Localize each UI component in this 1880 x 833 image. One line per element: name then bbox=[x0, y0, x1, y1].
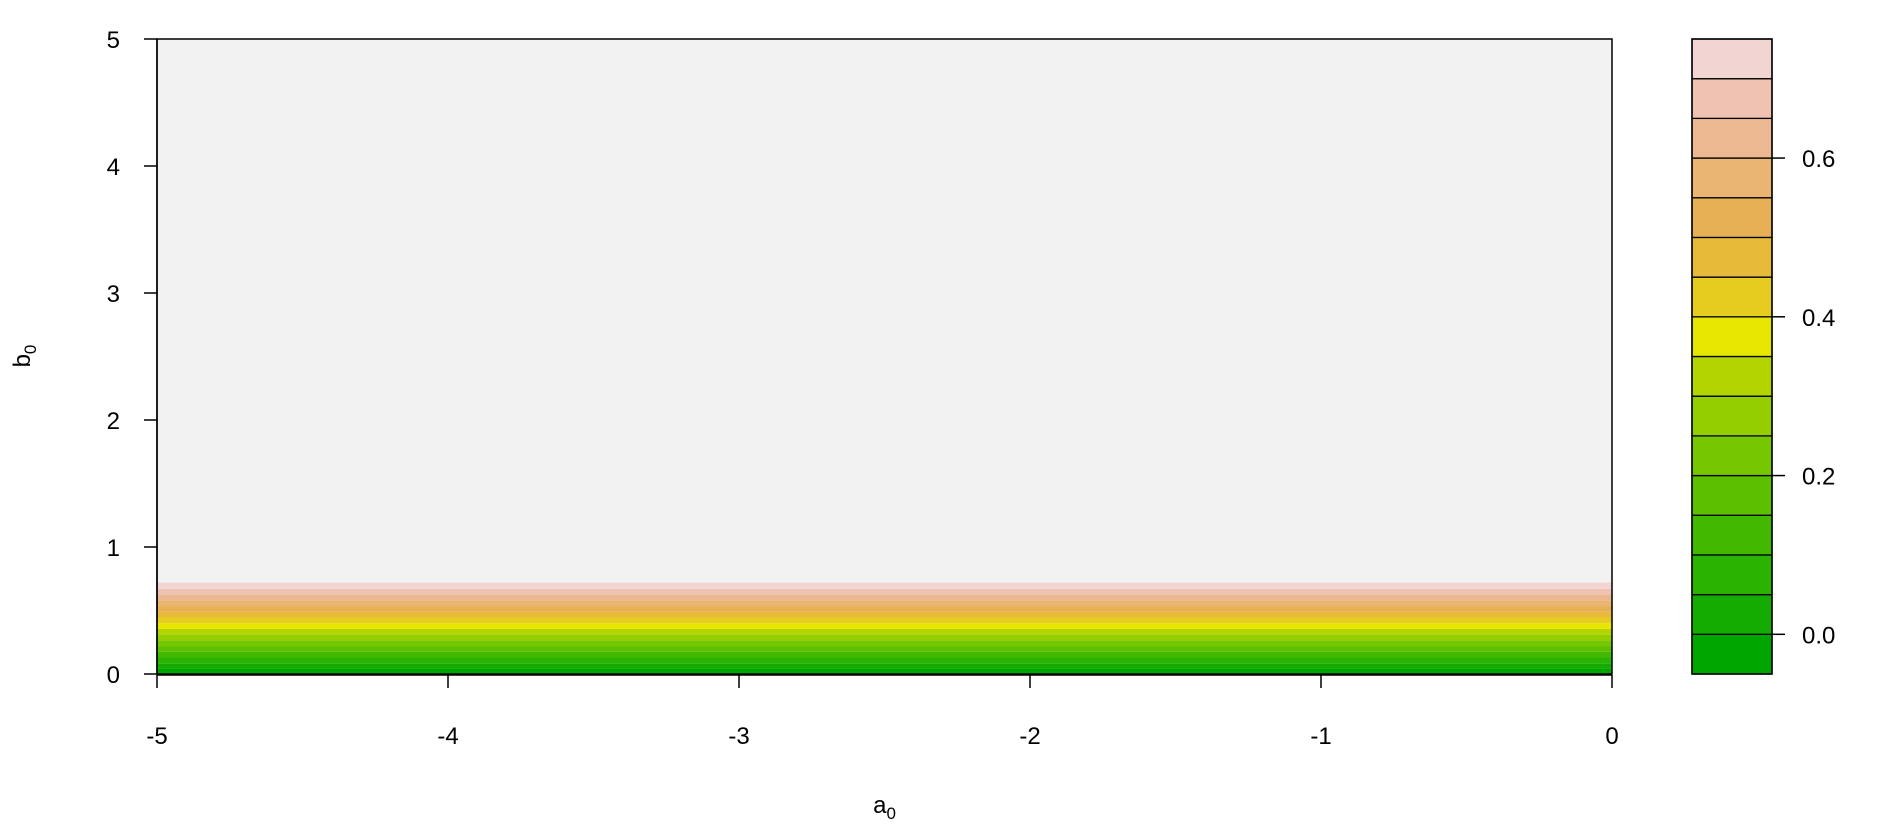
y-axis-label-subscript: 0 bbox=[21, 345, 40, 354]
contour-band bbox=[157, 646, 1612, 652]
colorbar-tick-label: 0.4 bbox=[1802, 305, 1835, 332]
colorbar-swatch bbox=[1691, 38, 1773, 80]
colorbar-swatch bbox=[1691, 395, 1773, 437]
colorbar-swatch bbox=[1691, 435, 1773, 477]
colorbar-swatch bbox=[1691, 316, 1773, 358]
x-tick-label: -2 bbox=[1019, 723, 1040, 750]
y-tick-label: 4 bbox=[107, 154, 120, 181]
colorbar-tick-label: 0.0 bbox=[1802, 622, 1835, 649]
y-axis-label: b0 bbox=[9, 345, 40, 368]
y-tick-label: 1 bbox=[107, 535, 120, 562]
colorbar-legend: 0.0 0.2 0.4 0.6 bbox=[1691, 38, 1835, 675]
colorbar-swatch bbox=[1691, 633, 1773, 675]
contour-band bbox=[157, 640, 1612, 647]
contour-band bbox=[157, 582, 1612, 589]
colorbar-swatch bbox=[1691, 474, 1773, 516]
contour-band bbox=[157, 39, 1612, 583]
colorbar-tick-label: 0.6 bbox=[1802, 146, 1835, 173]
y-tick-label: 2 bbox=[107, 408, 120, 435]
colorbar-swatch bbox=[1691, 197, 1773, 239]
contour-band bbox=[157, 628, 1612, 635]
contour-band bbox=[157, 663, 1612, 669]
x-axis-label-subscript: 0 bbox=[886, 804, 895, 823]
x-tick-label: -4 bbox=[437, 723, 458, 750]
colorbar-tick-label: 0.2 bbox=[1802, 464, 1835, 491]
x-axis-label: a0 bbox=[873, 792, 896, 823]
x-tick-label: -5 bbox=[146, 723, 167, 750]
colorbar-swatch bbox=[1691, 355, 1773, 397]
contour-bands bbox=[157, 39, 1612, 674]
colorbar-swatch bbox=[1691, 593, 1773, 635]
colorbar-swatch bbox=[1691, 157, 1773, 199]
contour-band bbox=[157, 606, 1612, 612]
colorbar-swatch bbox=[1691, 117, 1773, 159]
x-axis-label-base: a bbox=[873, 792, 887, 819]
x-tick-label: -1 bbox=[1310, 723, 1331, 750]
contour-band bbox=[157, 657, 1612, 664]
x-axis: -5 -4 -3 -2 -1 0 bbox=[146, 674, 1619, 750]
y-tick-label: 5 bbox=[107, 27, 120, 54]
y-axis-label-base: b bbox=[9, 354, 36, 367]
colorbar-swatch bbox=[1691, 554, 1773, 596]
contour-band bbox=[157, 623, 1612, 629]
contour-band bbox=[157, 594, 1612, 601]
colorbar-frame bbox=[1691, 38, 1773, 675]
colorbar-swatch bbox=[1691, 78, 1773, 120]
y-tick-label: 0 bbox=[107, 662, 120, 689]
colorbar-swatch bbox=[1691, 276, 1773, 318]
contour-band bbox=[157, 588, 1612, 595]
y-tick-label: 3 bbox=[107, 281, 120, 308]
contour-band bbox=[157, 634, 1612, 641]
colorbar-swatch bbox=[1691, 236, 1773, 278]
contour-band bbox=[157, 600, 1612, 607]
contour-band bbox=[157, 668, 1612, 674]
y-axis: 0 1 2 3 4 5 bbox=[107, 27, 158, 689]
contour-band bbox=[157, 617, 1612, 624]
x-tick-label: 0 bbox=[1605, 723, 1618, 750]
contour-band bbox=[157, 651, 1612, 658]
contour-band bbox=[157, 611, 1612, 618]
colorbar-swatch bbox=[1691, 514, 1773, 556]
x-tick-label: -3 bbox=[728, 723, 749, 750]
